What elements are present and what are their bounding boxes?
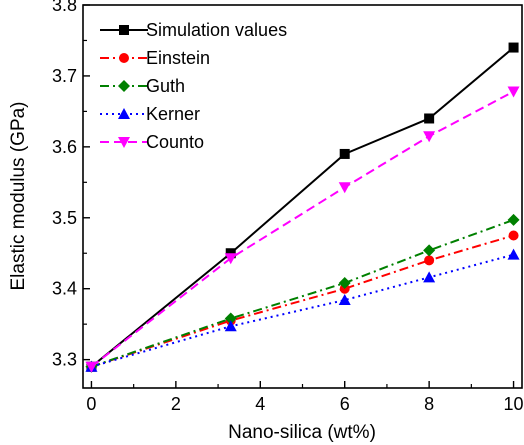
legend-label-simulation-values: Simulation values [146, 20, 287, 40]
y-tick-label: 3.5 [52, 208, 77, 228]
data-point-counto [338, 182, 351, 194]
x-tick-label: 10 [504, 394, 524, 414]
x-tick-label: 2 [171, 394, 181, 414]
data-point-guth [224, 312, 237, 325]
legend-marker-simulation-values [119, 25, 129, 35]
data-point-simulation-values [508, 42, 519, 53]
x-tick-label: 6 [340, 394, 350, 414]
data-point-simulation-values [339, 148, 350, 159]
data-point-counto [85, 361, 98, 373]
series-line-einstein [91, 234, 514, 368]
legend-item-counto: Counto [100, 132, 204, 152]
legend-marker-einstein [119, 53, 129, 63]
series-line-kerner [91, 253, 514, 368]
data-point-simulation-values [424, 113, 435, 124]
legend-label-einstein: Einstein [146, 48, 210, 68]
legend: Simulation values Einstein Guth Kerner Count… [100, 20, 287, 152]
data-point-guth [423, 244, 436, 257]
data-point-kerner [423, 271, 436, 283]
series-kerner [85, 248, 520, 372]
series-counto [85, 86, 520, 373]
legend-marker-kerner [118, 108, 130, 119]
data-point-counto [423, 131, 436, 143]
legend-label-guth: Guth [146, 76, 185, 96]
series-layer [85, 42, 520, 373]
legend-item-einstein: Einstein [100, 48, 210, 68]
series-line-guth [91, 218, 514, 368]
series-einstein [86, 230, 519, 372]
y-tick-label: 3.4 [52, 279, 77, 299]
data-point-guth [507, 213, 520, 226]
x-tick-label: 0 [86, 394, 96, 414]
legend-marker-counto [118, 137, 130, 148]
y-axis-ticks: 3.3 3.4 3.5 3.6 3.7 3.8 [52, 0, 90, 370]
y-axis-label: Elastic modulus (GPa) [8, 101, 29, 290]
legend-item-guth: Guth [100, 76, 185, 96]
x-axis-label: Nano-silica (wt%) [228, 422, 376, 443]
data-point-counto [507, 86, 520, 98]
data-point-counto [224, 253, 237, 265]
legend-marker-guth [118, 80, 130, 92]
legend-item-simulation-values: Simulation values [100, 20, 287, 40]
data-point-guth [338, 277, 351, 290]
y-tick-label: 3.7 [52, 66, 77, 86]
y-tick-label: 3.6 [52, 137, 77, 157]
y-tick-label: 3.3 [52, 350, 77, 370]
x-tick-label: 4 [255, 394, 265, 414]
legend-label-counto: Counto [146, 132, 204, 152]
data-point-kerner [507, 248, 520, 260]
data-point-kerner [224, 320, 237, 332]
legend-item-kerner: Kerner [100, 104, 200, 124]
x-axis-ticks: 0 2 4 6 8 10 [86, 381, 524, 414]
data-point-einstein [424, 255, 435, 266]
legend-label-kerner: Kerner [146, 104, 200, 124]
y-tick-label: 3.8 [52, 0, 77, 15]
x-tick-label: 8 [424, 394, 434, 414]
data-point-einstein [508, 230, 519, 241]
data-point-kerner [338, 294, 351, 306]
